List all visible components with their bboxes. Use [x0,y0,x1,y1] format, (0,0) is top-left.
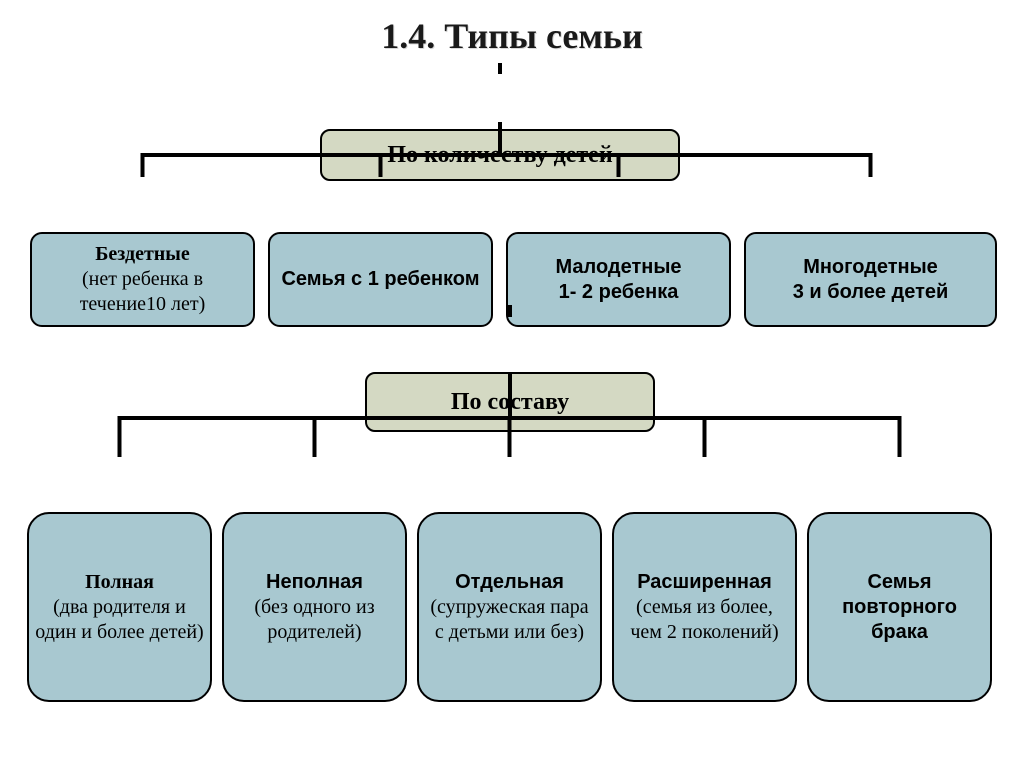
child-subtitle: (два родителя и один и более детей) [35,595,204,645]
tree-0-child-3: Многодетные3 и более детей [744,232,997,327]
child-subtitle: 1- 2 ребенка [559,280,679,305]
child-title: Семья с 1 ребенком [281,267,479,292]
child-title: Полная [85,570,154,595]
child-subtitle: 3 и более детей [793,280,949,305]
tree-1-child-0: Полная(два родителя и один и более детей… [27,512,212,702]
child-subtitle: (семья из более, чем 2 поколений) [620,595,789,645]
page-title: 1.4. Типы семьи [0,0,1024,57]
child-title: Многодетные [803,255,938,280]
child-title: Расширенная [637,570,772,595]
tree-0-child-1: Семья с 1 ребенком [268,232,493,327]
child-subtitle: (нет ребенка в течение10 лет) [38,267,247,317]
child-title: Семья повторного брака [815,570,984,645]
child-title: Бездетные [95,242,190,267]
child-subtitle: (супружеская пара с детьми или без) [425,595,594,645]
tree-1-child-1: Неполная(без одного из родителей) [222,512,407,702]
tree-1-child-3: Расширенная(семья из более, чем 2 поколе… [612,512,797,702]
tree-1-child-4: Семья повторного брака [807,512,992,702]
child-subtitle: (без одного из родителей) [230,595,399,645]
child-title: Малодетные [555,255,681,280]
child-title: Неполная [266,570,363,595]
tree-header-1: По составу [365,372,655,432]
tree-0-child-2: Малодетные1- 2 ребенка [506,232,731,327]
tree-1-child-2: Отдельная(супружеская пара с детьми или … [417,512,602,702]
tree-header-0: По количеству детей [320,129,680,181]
tree-0-child-0: Бездетные(нет ребенка в течение10 лет) [30,232,255,327]
child-title: Отдельная [455,570,564,595]
